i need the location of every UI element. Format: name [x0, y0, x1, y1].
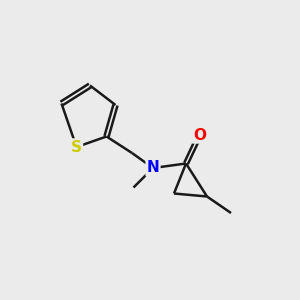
Text: O: O — [193, 128, 206, 142]
Text: N: N — [147, 160, 159, 175]
Text: S: S — [71, 140, 82, 154]
